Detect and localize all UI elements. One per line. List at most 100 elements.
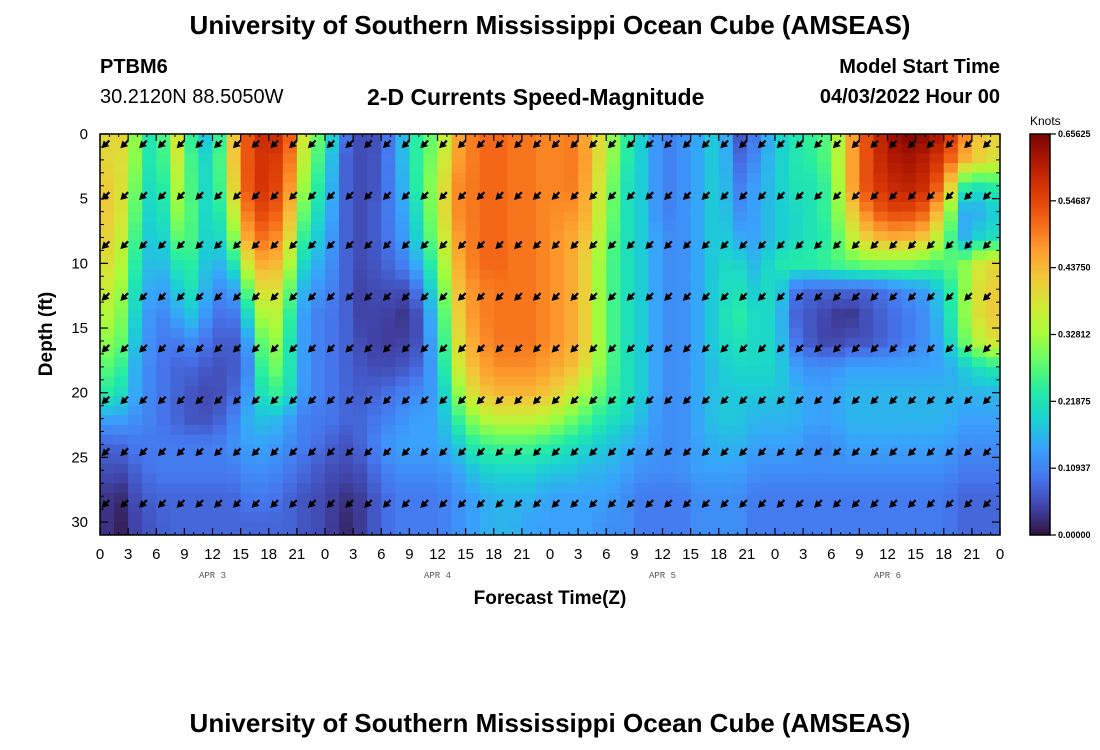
heatmap-cell: [465, 153, 481, 164]
heatmap-cell: [226, 201, 242, 213]
heatmap-cell: [704, 415, 720, 426]
heatmap-cell: [929, 182, 945, 193]
heatmap-cell: [929, 425, 945, 436]
heatmap-cell: [690, 376, 706, 387]
heatmap-cell: [929, 386, 945, 397]
heatmap-cell: [929, 492, 945, 504]
heatmap-cell: [507, 531, 523, 535]
heatmap-cell: [929, 366, 945, 378]
heatmap-cell: [437, 357, 453, 368]
heatmap-cell: [957, 211, 973, 222]
x-tick-label: 3: [349, 546, 357, 563]
heatmap-cell: [564, 405, 579, 416]
heatmap-cell: [437, 308, 453, 319]
heatmap-cell: [606, 473, 621, 484]
heatmap-cell: [592, 347, 607, 358]
x-tick-label: 21: [514, 546, 531, 563]
heatmap-cell: [676, 425, 692, 436]
current-arrow: [364, 447, 373, 457]
heatmap-cell: [282, 444, 298, 455]
current-arrow: [776, 344, 786, 353]
heatmap-cell: [564, 483, 579, 494]
heatmap-cell: [803, 347, 818, 358]
heatmap-cell: [845, 182, 860, 193]
heatmap-cell: [493, 260, 509, 271]
heatmap-cell: [690, 502, 706, 513]
heatmap-cell: [156, 386, 171, 397]
heatmap-cell: [353, 163, 368, 174]
heatmap-cell: [578, 444, 593, 455]
heatmap-cell: [760, 269, 776, 281]
heatmap-cell: [212, 163, 228, 174]
heatmap-cell: [170, 454, 185, 465]
current-arrow: [364, 499, 373, 508]
current-arrow: [964, 292, 973, 301]
heatmap-cell: [831, 318, 846, 329]
heatmap-cell: [817, 386, 832, 397]
heatmap-cell: [985, 172, 1000, 184]
heatmap-cell: [282, 211, 298, 222]
heatmap-cell: [507, 211, 523, 222]
heatmap-cell: [226, 298, 242, 310]
heatmap-cell: [943, 483, 959, 494]
heatmap-cell: [128, 366, 143, 378]
heatmap-cell: [451, 483, 467, 494]
heatmap-cell: [901, 531, 917, 535]
heatmap-cell: [676, 357, 692, 368]
heatmap-cell: [803, 425, 818, 436]
heatmap-cell: [339, 454, 354, 465]
heatmap-cell: [353, 289, 368, 300]
heatmap-cell: [493, 134, 509, 145]
heatmap-cell: [732, 444, 748, 455]
heatmap-cell: [620, 473, 635, 484]
heatmap-cell: [775, 425, 790, 436]
heatmap-cell: [901, 172, 917, 184]
heatmap-cell: [184, 260, 200, 271]
heatmap-cell: [156, 318, 171, 329]
heatmap-cell: [437, 221, 453, 232]
heatmap-cell: [226, 415, 242, 426]
current-arrow: [795, 292, 804, 301]
heatmap-cell: [620, 454, 635, 465]
heatmap-cell: [606, 250, 621, 261]
heatmap-cell: [437, 512, 453, 523]
heatmap-cell: [142, 289, 157, 300]
heatmap-cell: [479, 405, 495, 416]
heatmap-cell: [114, 483, 129, 494]
heatmap-cell: [395, 269, 410, 281]
heatmap-cell: [648, 289, 664, 300]
heatmap-cell: [114, 347, 129, 358]
current-arrow: [326, 240, 336, 250]
heatmap-cell: [704, 260, 720, 271]
heatmap-cell: [142, 522, 157, 533]
heatmap-cell: [479, 347, 495, 358]
current-arrow: [401, 139, 411, 149]
current-arrow: [120, 395, 129, 405]
current-arrow: [964, 499, 973, 508]
heatmap-cell: [282, 337, 298, 349]
current-arrow: [739, 499, 748, 508]
heatmap-cell: [493, 473, 509, 484]
heatmap-cell: [606, 269, 621, 281]
heatmap-cell: [479, 502, 495, 513]
heatmap-cell: [184, 347, 200, 358]
heatmap-cell: [521, 163, 537, 174]
heatmap-cell: [493, 182, 509, 193]
heatmap-cell: [662, 250, 678, 261]
heatmap-cell: [634, 182, 650, 193]
heatmap-cell: [915, 425, 931, 436]
heatmap-cell: [325, 531, 340, 535]
heatmap-cell: [437, 250, 453, 261]
heatmap-cell: [367, 492, 382, 504]
heatmap-cell: [142, 366, 157, 378]
current-arrow: [457, 139, 467, 149]
current-arrow: [289, 139, 298, 149]
heatmap-cell: [550, 483, 565, 494]
heatmap-cell: [156, 492, 171, 504]
heatmap-cell: [620, 444, 635, 455]
heatmap-cell: [634, 347, 650, 358]
heatmap-cell: [465, 163, 481, 174]
heatmap-cell: [254, 231, 270, 242]
heatmap-cell: [142, 163, 157, 174]
date-label: APR 6: [874, 571, 901, 581]
